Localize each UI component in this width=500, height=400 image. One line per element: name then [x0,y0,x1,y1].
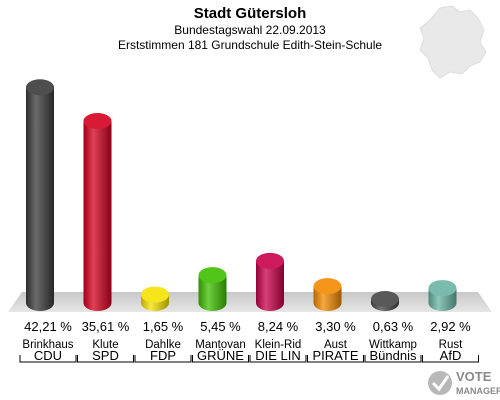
label-bracket [422,355,479,363]
bar-bündnis [371,291,399,311]
party-label: DIE LIN [255,348,301,363]
bar-top [371,291,399,307]
candidate-label: Klute [92,339,118,351]
label-bracket [134,355,192,363]
bar-body [198,275,227,311]
bar-afd [428,280,457,311]
bar-top [26,79,54,96]
chart-floor [8,292,492,312]
bar-fdp [141,286,169,311]
bar-top [256,252,284,269]
party-label: AfD [440,348,462,363]
bar-grüne [198,267,227,311]
value-label: 1,65 % [143,319,184,334]
candidate-label: Rust [439,339,463,351]
value-label: 42,21 % [24,319,72,334]
bar-top [198,267,227,284]
candidate-label: Brinkhaus [22,339,73,351]
candidate-label: Klein-Rid [255,339,302,351]
label-bracket [19,355,77,363]
bar-top [313,278,342,295]
label-bracket [364,355,422,363]
logo-check-icon [428,371,452,395]
value-label: 35,61 % [82,319,130,334]
bar-top [428,280,457,297]
bar-top [141,286,169,303]
value-label: 5,45 % [200,319,241,334]
candidate-label: Aust [324,339,348,351]
party-label: FDP [150,348,176,363]
party-label: Bündnis [370,348,417,363]
logo-line2: MANAGER [456,386,500,396]
candidate-label: Mantovan [195,339,246,351]
party-label: SPD [92,348,119,363]
candidate-label: Dahlke [145,339,181,351]
label-bracket [249,355,307,363]
bar-spd [83,112,112,311]
chart-subtitle-1: Bundestagswahl 22.09.2013 [174,23,326,37]
germany-map-icon [419,5,487,79]
label-bracket [77,355,134,363]
party-label: CDU [34,348,62,363]
chart-title: Stadt Gütersloh [194,5,307,22]
bar-body [26,87,54,311]
party-label: GRÜNE [197,348,244,363]
bar-cdu [26,79,54,311]
bar-top [83,112,112,129]
candidate-label: Wittkamp [369,339,417,351]
bar-die-lin [256,252,284,311]
value-label: 0,63 % [373,319,414,334]
label-bracket [192,355,249,363]
value-label: 2,92 % [430,319,471,334]
bars-group [26,79,457,311]
value-label: 8,24 % [258,319,299,334]
value-label: 3,30 % [315,319,356,334]
logo-line1: VOTE [456,369,492,384]
bar-pirate [313,278,342,311]
bar-body [83,120,112,311]
bar-body [256,260,284,311]
party-label: PIRATE [313,348,359,363]
chart-subtitle-2: Erststimmen 181 Grundschule Edith-Stein-… [118,38,382,52]
label-bracket [307,355,364,363]
value-labels-group: 42,21 % 35,61 % 1,65 % 5,45 % 8,24 % 3,30 % 0,… [24,319,471,334]
vote-manager-logo: VOTE MANAGER [428,369,500,396]
